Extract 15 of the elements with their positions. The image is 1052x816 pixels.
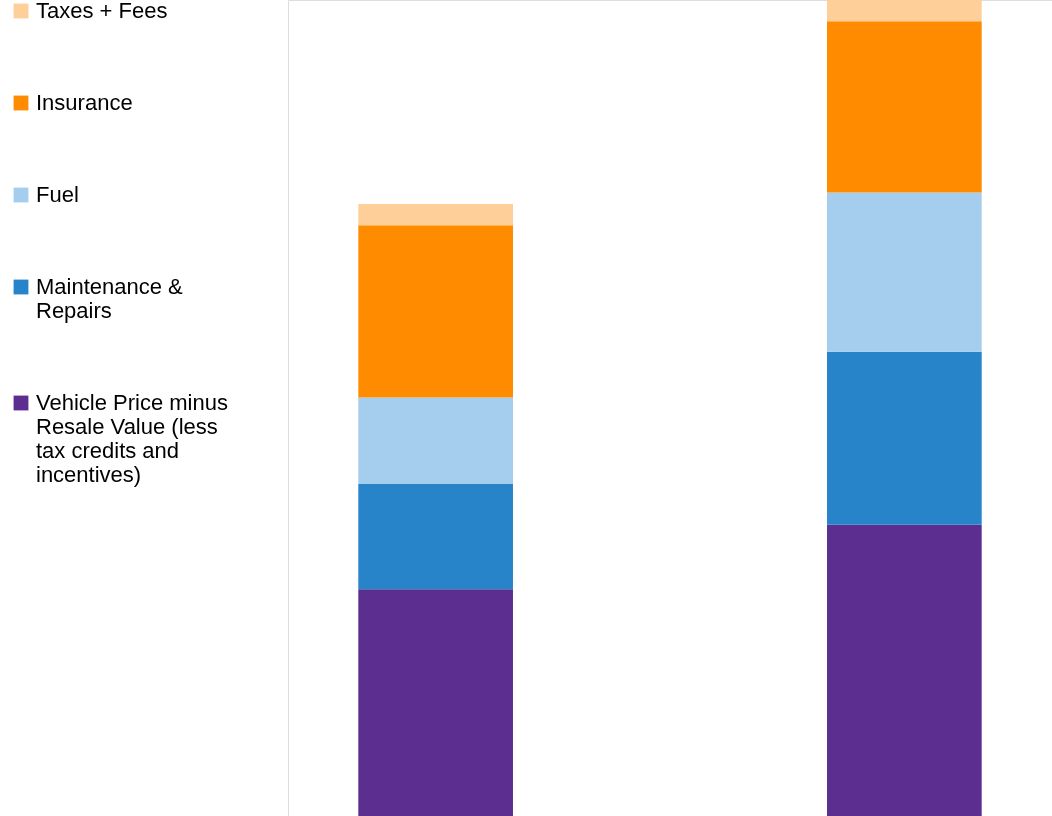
bar xyxy=(358,483,513,590)
bar xyxy=(358,397,513,484)
bar xyxy=(827,192,982,352)
bar xyxy=(827,0,982,22)
bar xyxy=(827,524,982,816)
legend-label: Insurance xyxy=(36,90,133,115)
bar xyxy=(358,204,513,226)
legend-label: Maintenance & Repairs xyxy=(36,274,184,323)
legend-label: Taxes + Fees xyxy=(36,0,168,23)
bar xyxy=(827,351,982,525)
bar xyxy=(358,225,513,398)
legend-label: Fuel xyxy=(36,182,79,207)
legend-label: Vehicle Price minus Resale Value (less tax credits and incentives) xyxy=(36,390,228,487)
bar xyxy=(827,21,982,193)
bar xyxy=(358,589,513,816)
